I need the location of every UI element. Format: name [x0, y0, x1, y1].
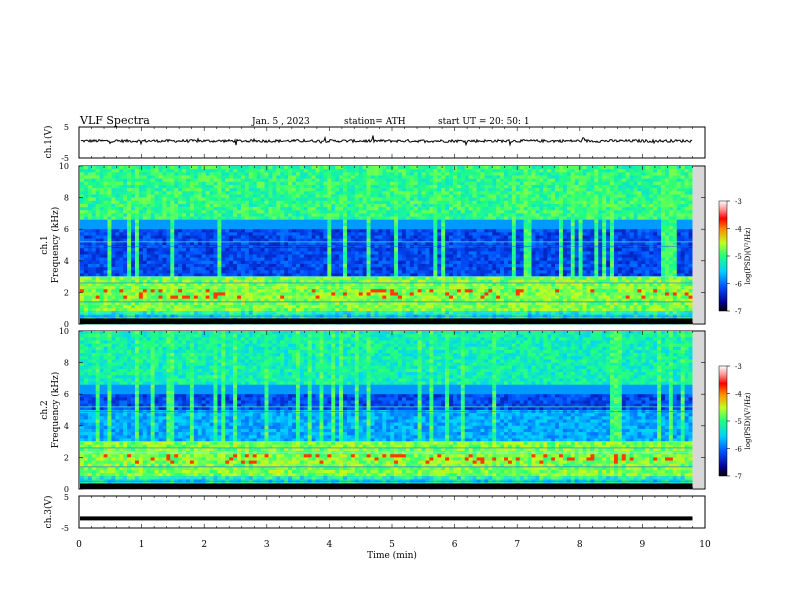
x-axis-label: Time (min): [367, 550, 417, 561]
ch3-waveform-panel: 5 -5 ch.3(V): [43, 493, 705, 533]
y-tick-label: 6: [64, 225, 69, 234]
y-tick-label: 6: [64, 390, 69, 399]
y-tick-label: 10: [59, 327, 69, 336]
figure-title: VLF Spectra: [79, 114, 150, 127]
ch1-spec-ylabel-1: ch.1: [40, 235, 50, 254]
ch1-ylabel: ch.1(V): [43, 126, 54, 159]
ch1-waveform-panel: 5 -5 ch.1(V): [43, 123, 705, 163]
colorbar-tick-label: -5: [735, 418, 742, 426]
ch2-colorbar-label: log(PSD)(V²/Hz): [744, 392, 752, 449]
colorbar-tick-label: -6: [735, 446, 742, 454]
x-axis-tick-labels: 0 1 2 3 4 5 6 7 8 9 10: [76, 540, 711, 550]
start-ut-label: start UT = 20: 50: 1: [438, 117, 530, 127]
colorbar-tick-label: -3: [735, 363, 742, 371]
ch2-spec-ylabel-1: ch.2: [40, 400, 50, 419]
ch2-spec-ylabel-2: Frequency (kHz): [50, 372, 61, 449]
colorbar-tick-label: -5: [735, 253, 742, 261]
y-tick-label: 8: [64, 194, 69, 203]
colorbar-tick-label: -4: [735, 391, 742, 399]
ch1-spec-ylabel-2: Frequency (kHz): [50, 207, 61, 284]
y-tick-label: 4: [64, 422, 69, 431]
ch2-colorbar: [719, 366, 727, 476]
date-label: Jan. 5 , 2023: [251, 117, 310, 127]
x-tick-label: 3: [264, 540, 270, 550]
ch3-waveform-trace: [80, 516, 692, 520]
x-tick-label: 4: [327, 540, 333, 550]
ch1-colorbar: [719, 201, 727, 311]
y-tick-label: 8: [64, 359, 69, 368]
colorbar-tick-label: -7: [735, 473, 742, 481]
colorbar-tick-label: -3: [735, 198, 742, 206]
ch3-ytick-top: 5: [64, 493, 69, 502]
ch3-ylabel: ch.3(V): [43, 496, 54, 529]
x-tick-label: 6: [452, 540, 458, 550]
colorbar-tick-label: -7: [735, 308, 742, 316]
x-tick-label: 0: [76, 540, 82, 550]
ch1-colorbar-label: log(PSD)(V²/Hz): [744, 227, 752, 284]
ch2-spectrogram-image: [80, 331, 704, 489]
x-tick-label: 10: [699, 540, 711, 550]
x-tick-label: 5: [389, 540, 395, 550]
x-tick-label: 8: [577, 540, 583, 550]
y-tick-label: 10: [59, 162, 69, 171]
colorbar-tick-label: -4: [735, 226, 742, 234]
x-tick-label: 2: [201, 540, 207, 550]
x-tick-label: 9: [640, 540, 646, 550]
y-tick-label: 2: [64, 453, 69, 462]
ch3-ytick-bottom: -5: [61, 524, 69, 533]
ch1-ytick-top: 5: [64, 123, 69, 132]
colorbar-tick-label: -6: [735, 281, 742, 289]
x-tick-label: 1: [139, 540, 145, 550]
station-label: station= ATH: [344, 117, 406, 127]
y-tick-label: 2: [64, 288, 69, 297]
x-tick-label: 7: [514, 540, 520, 550]
y-tick-label: 4: [64, 257, 69, 266]
ch1-spectrogram-image: [80, 166, 704, 324]
